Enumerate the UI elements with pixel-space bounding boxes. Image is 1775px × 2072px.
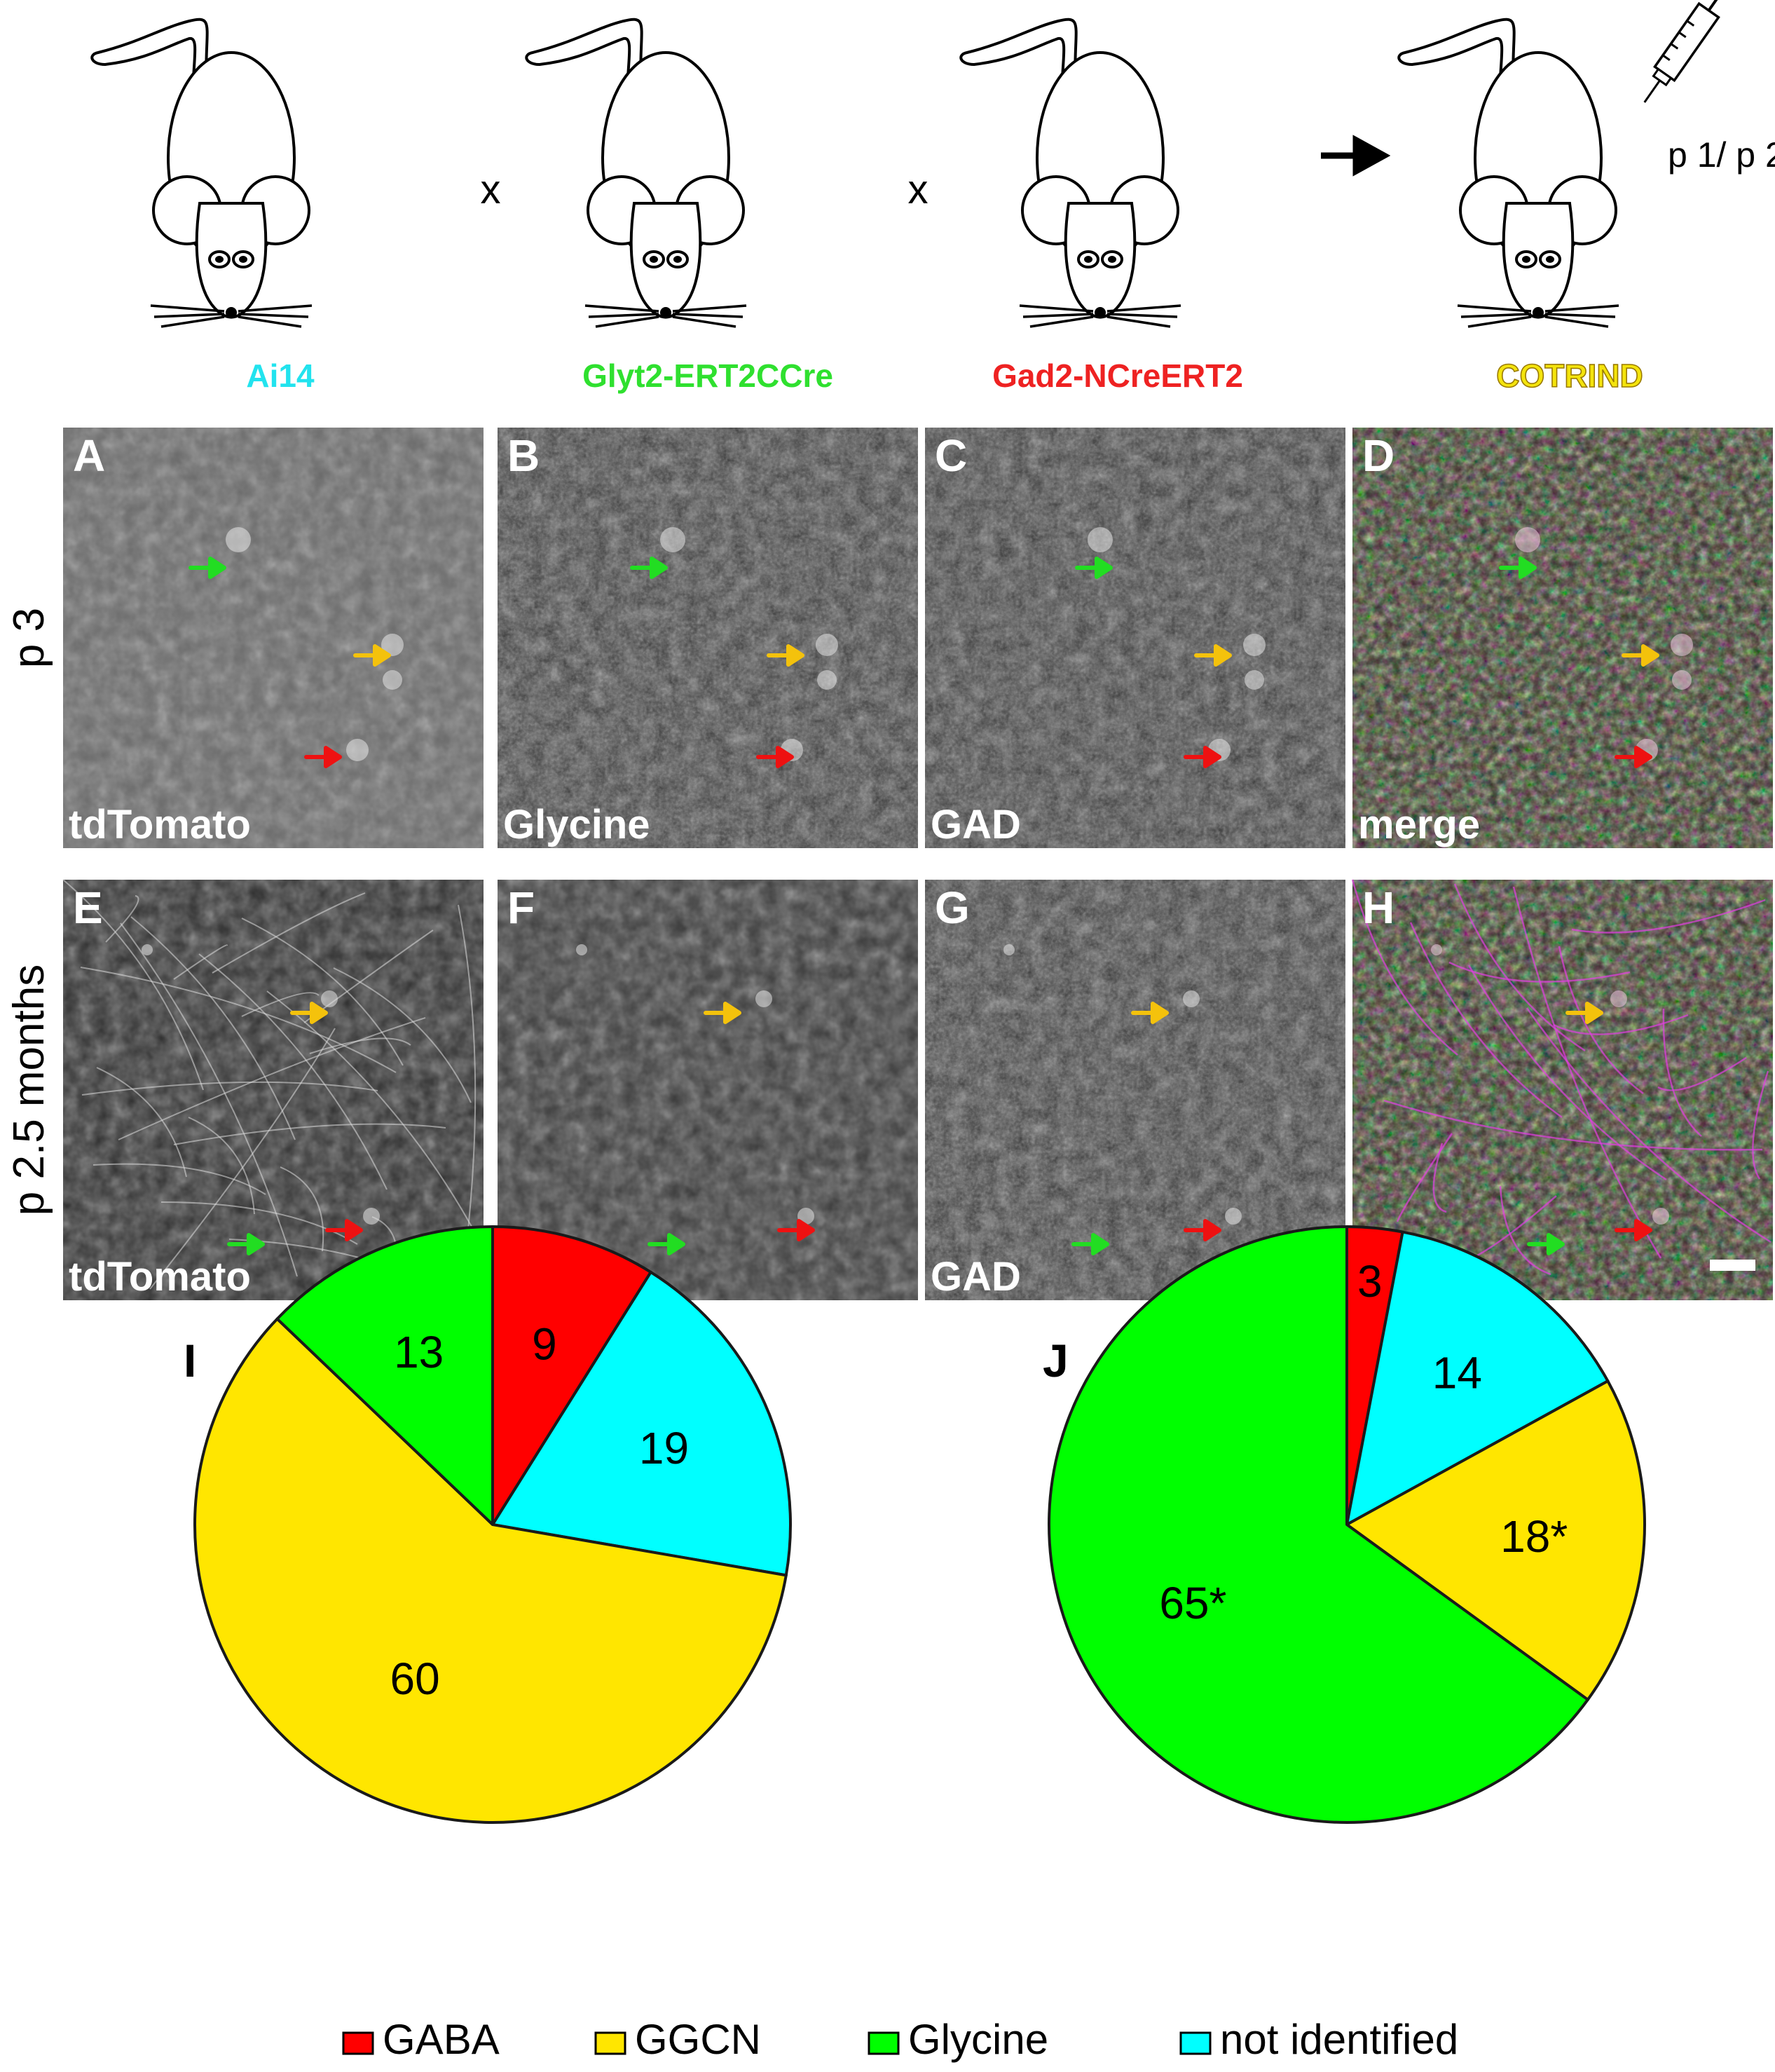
legend-swatch: [342, 2031, 374, 2055]
legend-item: Glycine: [868, 2016, 1048, 2063]
legend-label: not identified: [1220, 2016, 1458, 2063]
slice-label: 3: [1357, 1256, 1383, 1307]
mouse-icon: [1397, 18, 1619, 328]
legend-label: GGCN: [635, 2016, 761, 2063]
pointer-arrow-icon: [1131, 1002, 1169, 1024]
pointer-arrow-icon: [630, 557, 668, 579]
slice-label: 19: [639, 1423, 689, 1473]
pointer-arrow-icon: [777, 1219, 815, 1241]
legend-swatch: [594, 2031, 626, 2055]
panel-letter: C: [935, 430, 967, 481]
strain-label: Gad2-NCreERT2: [992, 357, 1243, 394]
pointer-arrow-icon: [1194, 644, 1232, 667]
legend-item: GGCN: [594, 2016, 761, 2063]
injection-label: p 1/ p 2: [1668, 135, 1775, 175]
panel-letter: E: [73, 882, 103, 933]
cross-operator: x: [908, 167, 928, 212]
pointer-arrow-icon: [189, 557, 226, 579]
pie-chart-j: Jp 2.5 months31418*65*: [1043, 1225, 1646, 1824]
pie-slice-glycine: [1048, 1225, 1589, 1824]
panel-letter: H: [1362, 882, 1394, 933]
pointer-arrow-icon: [756, 746, 794, 768]
slice-label: 9: [532, 1319, 557, 1370]
mouse-icon: [959, 18, 1181, 328]
legend-label: GABA: [383, 2016, 500, 2063]
pie-slice-glycine: [275, 1225, 494, 1526]
legend-swatch: [868, 2031, 900, 2055]
strain-label: Ai14: [246, 357, 315, 394]
panel-letter: D: [1362, 430, 1394, 481]
pie-slice-ggcn: [193, 1317, 788, 1824]
pie-slice-not-identified: [491, 1270, 792, 1577]
micrograph-panel-f: FGlycine: [498, 880, 918, 1300]
pointer-arrow-icon: [647, 1233, 685, 1255]
pointer-arrow-icon: [227, 1233, 265, 1255]
row-label: p 2.5 months: [5, 965, 53, 1215]
strain-label: Glyt2-ERT2CCre: [582, 357, 833, 394]
panel-letter: F: [507, 882, 535, 933]
pointer-arrow-icon: [353, 644, 391, 667]
pie-slice-not-identified: [1345, 1230, 1610, 1526]
slice-label: 18*: [1500, 1511, 1568, 1562]
pointer-arrow-icon: [1184, 746, 1221, 768]
cross-operator: x: [481, 167, 501, 212]
panel-letter: B: [507, 430, 540, 481]
pie-charts: Ip 39196013Jp 2.5 months31418*65*: [184, 1225, 1646, 1824]
pointer-arrow-icon: [1071, 1233, 1109, 1255]
slice-label: 14: [1432, 1347, 1482, 1398]
pointer-arrow-icon: [1615, 746, 1652, 768]
pointer-arrow-icon: [704, 1002, 741, 1024]
panel-caption: Glycine: [503, 802, 650, 847]
legend-item: GABA: [342, 2016, 500, 2063]
syringe-icon: [1643, 0, 1727, 103]
pointer-arrow-icon: [325, 1219, 363, 1241]
pointer-arrow-icon: [1622, 644, 1659, 667]
panel-letter: I: [184, 1335, 196, 1386]
legend: GABA GGCN Glycine not identified: [342, 2016, 1458, 2063]
pie-slice-ggcn: [1345, 1379, 1646, 1701]
pointer-arrow-icon: [290, 1002, 328, 1024]
slice-label: 60: [390, 1654, 440, 1704]
mouse-icon: [525, 18, 747, 328]
breeding-scheme: x x p 1/ p 2 Ai14 Glyt2-ERT2CCre Gad2-NCreERT…: [90, 0, 1775, 395]
panel-caption: tdTomato: [69, 802, 251, 847]
pointer-arrow-icon: [1184, 1219, 1221, 1241]
legend-item: not identified: [1179, 2016, 1458, 2063]
pointer-arrow-icon: [1527, 1233, 1565, 1255]
legend-swatch: [1179, 2031, 1212, 2055]
pointer-arrow-icon: [1499, 557, 1537, 579]
strain-label: COTRIND: [1496, 357, 1643, 394]
panel-letter: J: [1043, 1335, 1069, 1386]
panel-caption: tdTomato: [69, 1254, 251, 1300]
pie-slice-gaba: [491, 1225, 652, 1526]
micrograph-panel-b: B Glycine: [498, 428, 918, 848]
panel-caption: GAD: [931, 1254, 1021, 1300]
scale-bar: [1710, 1260, 1755, 1271]
pointer-arrow-icon: [1075, 557, 1113, 579]
panel-caption: merge: [1358, 802, 1480, 847]
slice-label: 65*: [1159, 1578, 1226, 1628]
panel-letter: G: [935, 882, 970, 933]
arrow-icon: [1321, 135, 1391, 177]
micrograph-panel-g: G GAD: [925, 880, 1345, 1300]
pointer-arrow-icon: [304, 746, 342, 768]
pointer-arrow-icon: [1565, 1002, 1603, 1024]
legend-label: Glycine: [908, 2016, 1048, 2063]
micrograph-panel-c: C GAD: [925, 428, 1345, 848]
mouse-icon: [90, 18, 313, 328]
pointer-arrow-icon: [1615, 1219, 1652, 1241]
pointer-arrow-icon: [767, 644, 804, 667]
slice-label: 13: [394, 1327, 444, 1377]
row-label: p 3: [5, 608, 53, 668]
panel-caption: GAD: [931, 802, 1021, 847]
panel-letter: A: [73, 430, 105, 481]
pie-chart-i: Ip 39196013: [184, 1225, 792, 1824]
